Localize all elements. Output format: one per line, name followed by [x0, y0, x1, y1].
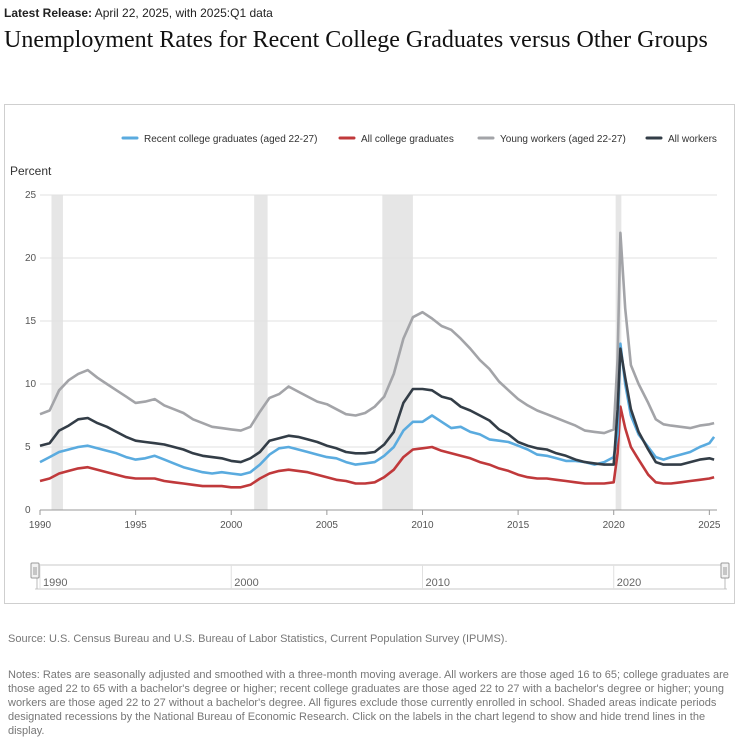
- navigator-left-handle[interactable]: [30, 562, 40, 579]
- page-title: Unemployment Rates for Recent College Gr…: [4, 27, 708, 53]
- recession-shading: [51, 195, 622, 510]
- recession-band-2: [382, 195, 413, 510]
- legend-item-allgrads[interactable]: All college graduates: [361, 134, 454, 145]
- y-tick-label: 25: [25, 190, 37, 201]
- release-line: Latest Release: April 22, 2025, with 202…: [4, 6, 273, 20]
- navigator-tick-label: 2020: [617, 577, 641, 589]
- release-date: April 22, 2025, with 2025:Q1 data: [94, 6, 273, 20]
- x-tick-label: 2025: [698, 520, 721, 531]
- y-tick-label: 20: [25, 253, 37, 264]
- x-tick-label: 1990: [29, 520, 52, 531]
- legend-item-young[interactable]: Young workers (aged 22-27): [500, 134, 626, 145]
- y-axis: 0 5 10 15 20 25: [25, 190, 37, 516]
- x-tick-label: 2010: [411, 520, 434, 531]
- legend: Recent college graduates (aged 22-27) All…: [121, 134, 717, 145]
- y-tick-label: 0: [25, 505, 31, 516]
- series-line-young[interactable]: [39, 231, 715, 435]
- chart-container: 0 5 10 15 20 25 1990 1995 2000 2005 2010 2015 2020 2…: [4, 104, 735, 604]
- x-tick-label: 1995: [124, 520, 147, 531]
- legend-item-allworkers[interactable]: All workers: [668, 134, 717, 145]
- y-tick-label: 15: [25, 316, 37, 327]
- navigator-tick-label: 2010: [425, 577, 449, 589]
- range-navigator: 1990 2000 2010 2020: [30, 562, 730, 590]
- recession-band-0: [51, 195, 63, 510]
- notes-text: Notes: Rates are seasonally adjusted and…: [8, 669, 729, 737]
- series-lines: [39, 231, 716, 489]
- y-tick-label: 10: [25, 379, 37, 390]
- y-tick-label: 5: [25, 442, 31, 453]
- x-tick-label: 2020: [603, 520, 626, 531]
- gridlines: [40, 194, 717, 511]
- navigator-tick-label: 1990: [43, 577, 67, 589]
- release-label: Latest Release:: [4, 6, 93, 20]
- x-tick-label: 2005: [316, 520, 339, 531]
- series-line-allgrads[interactable]: [39, 405, 715, 489]
- navigator-right-handle[interactable]: [720, 562, 730, 579]
- navigator-tick-label: 2000: [234, 577, 258, 589]
- x-axis: 1990 1995 2000 2005 2010 2015 2020 2025: [29, 510, 721, 531]
- source-note: Source: U.S. Census Bureau and U.S. Bure…: [8, 633, 508, 645]
- series-line-recent[interactable]: [39, 342, 716, 476]
- x-tick-label: 2000: [220, 520, 243, 531]
- series-line-allworkers[interactable]: [39, 347, 715, 466]
- x-tick-label: 2015: [507, 520, 530, 531]
- recession-band-1: [254, 195, 268, 510]
- y-axis-title: Percent: [10, 164, 52, 178]
- legend-item-recent[interactable]: Recent college graduates (aged 22-27): [144, 134, 317, 145]
